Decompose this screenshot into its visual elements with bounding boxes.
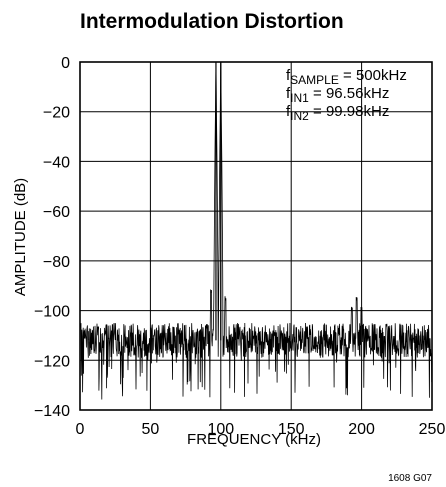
x-tick-labels: 0 50 100 150 200 250 [76,421,446,438]
spectrum-trace [79,62,433,400]
y-tick-label: 0 [61,55,70,72]
grid-lines [80,62,432,410]
x-tick-label: 150 [278,421,305,438]
annotation-line: fIN2 = 99.98kHz [286,103,389,123]
y-tick-label: −60 [43,204,70,221]
spectrum-line [79,63,433,400]
x-tick-label: 50 [142,421,160,438]
y-tick-label: −20 [43,105,70,122]
x-tick-label: 100 [207,421,234,438]
y-tick-labels: 0 −20 −40 −60 −80 −100 −120 −140 [34,55,70,420]
plot-frame [79,61,433,411]
y-tick-label: −140 [34,403,70,420]
y-tick-label: −80 [43,254,70,271]
annotation-line: fSAMPLE = 500kHz [286,67,407,87]
y-tick-label: −100 [34,304,70,321]
y-tick-label: −40 [43,154,70,171]
y-tick-label: −120 [34,353,70,370]
annotation-line: fIN1 = 96.56kHz [286,85,389,105]
y-axis-label: AMPLITUDE (dB) [12,178,29,296]
x-tick-label: 250 [419,421,446,438]
chart-title: Intermodulation Distortion [80,10,344,33]
x-tick-label: 200 [348,421,375,438]
x-axis-label: FREQUENCY (kHz) [187,431,321,448]
x-tick-label: 0 [76,421,85,438]
figure-id: 1608 G07 [388,473,432,484]
